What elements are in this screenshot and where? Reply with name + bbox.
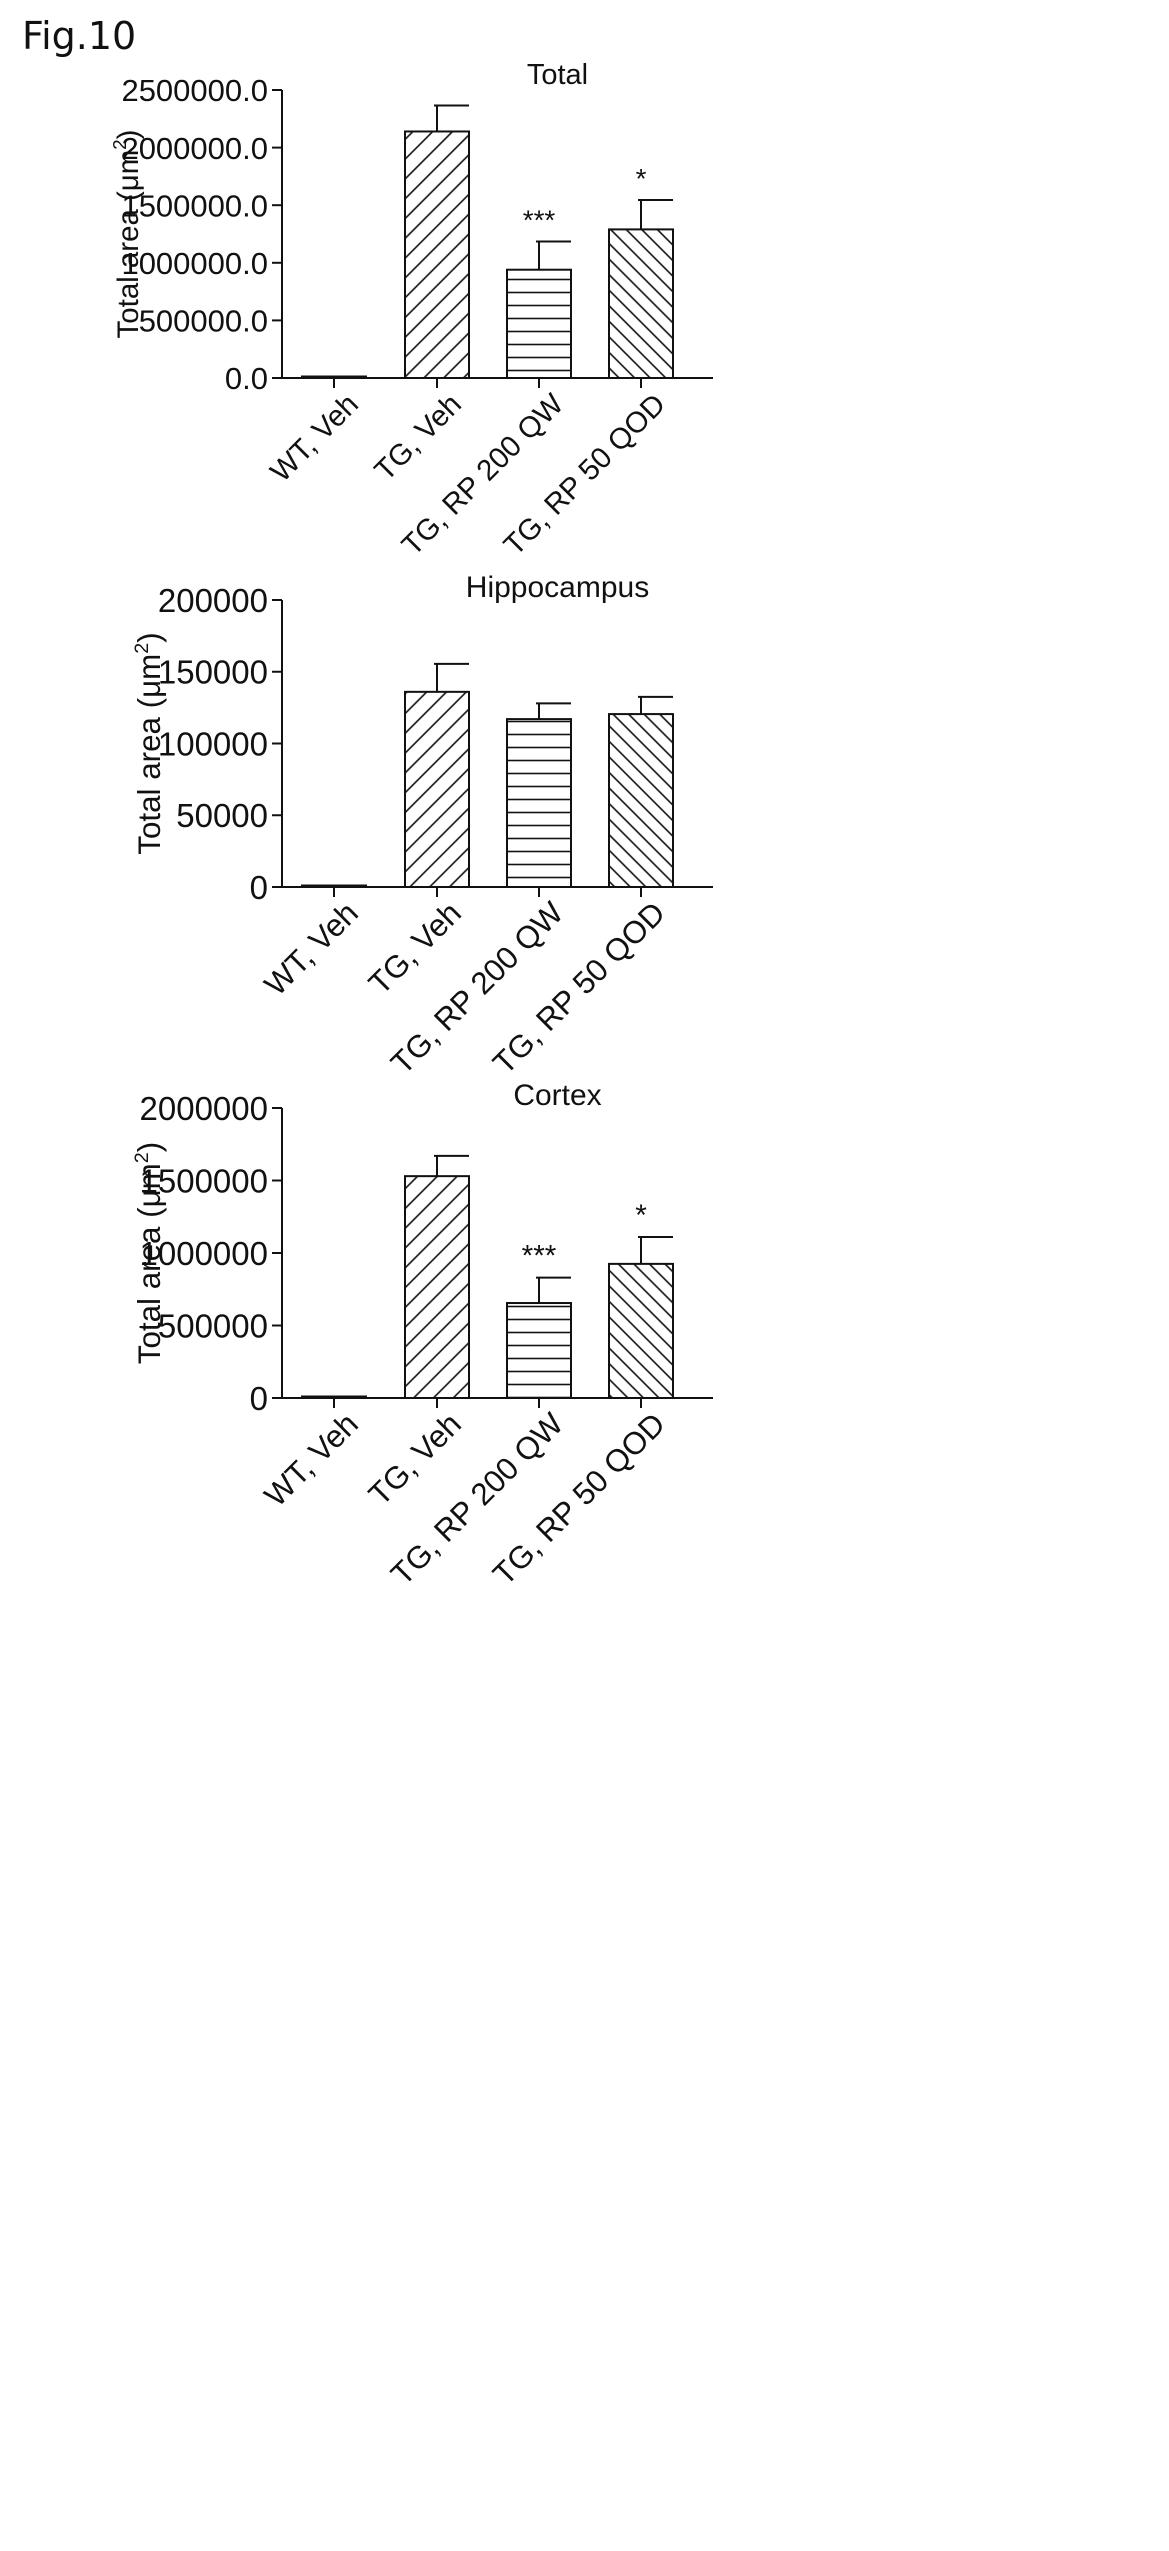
significance-label: * — [636, 163, 647, 194]
bar — [507, 270, 571, 378]
y-tick-label: 0.0 — [225, 361, 268, 396]
chart-title: Hippocampus — [466, 571, 649, 604]
x-tick-label: TG, RP 200 QW — [384, 1406, 570, 1592]
chart-1: Total0.0500000.01000000.01500000.0200000… — [109, 59, 713, 562]
bar — [609, 1264, 673, 1398]
y-axis-label: Total area (μm2) — [131, 632, 167, 854]
significance-label: *** — [523, 204, 556, 235]
y-axis-label-main: Total area (μm — [112, 150, 145, 339]
chart-3: Cortex0500000100000015000002000000Total … — [131, 1079, 713, 1592]
y-axis-label-sup: 2 — [131, 643, 153, 654]
significance-label: *** — [522, 1240, 557, 1273]
y-tick-label: 500000.0 — [139, 304, 268, 339]
y-axis-label-close: ) — [132, 632, 167, 642]
significance-label: * — [635, 1199, 647, 1232]
bar — [405, 131, 469, 378]
y-axis-label-close: ) — [132, 1142, 167, 1152]
x-tick-label: TG, Veh — [362, 1406, 468, 1512]
y-axis-label-sup: 2 — [109, 139, 130, 149]
bar — [302, 886, 366, 888]
x-tick-label: TG, RP 200 QW — [384, 895, 570, 1081]
chart-title: Cortex — [513, 1079, 601, 1112]
y-axis-label-close: ) — [112, 130, 145, 140]
bar — [405, 692, 469, 887]
y-tick-label: 0 — [250, 1380, 268, 1417]
y-tick-label: 0 — [250, 869, 268, 906]
x-tick-label: WT, Veh — [258, 1406, 365, 1513]
y-axis-label-sup: 2 — [131, 1152, 153, 1163]
x-tick-label: TG, Veh — [368, 388, 468, 488]
bar — [405, 1176, 469, 1398]
y-tick-label: 150000 — [158, 654, 268, 691]
bar — [302, 1397, 366, 1399]
y-tick-label: 200000 — [158, 582, 268, 619]
x-tick-label: TG, RP 50 QOD — [486, 895, 672, 1081]
x-tick-label: TG, RP 50 QOD — [486, 1406, 672, 1592]
bar — [609, 229, 673, 378]
bar — [609, 714, 673, 887]
y-axis-label-main: Total area (μm — [132, 654, 167, 855]
y-axis-label-main: Total area (μm — [132, 1163, 167, 1364]
x-tick-label: TG, Veh — [362, 895, 468, 1001]
y-tick-label: 2500000.0 — [121, 73, 268, 108]
bar — [507, 719, 571, 887]
y-tick-label: 50000 — [176, 797, 268, 834]
y-axis-label: Total area (μm2) — [131, 1142, 167, 1364]
y-tick-label: 500000 — [158, 1307, 268, 1344]
y-tick-label: 2000000 — [140, 1090, 268, 1127]
y-axis-label: Total area (μm2) — [109, 130, 145, 339]
chart-title: Total — [527, 59, 588, 91]
bar — [302, 377, 366, 379]
x-tick-label: WT, Veh — [264, 388, 365, 489]
x-tick-label: WT, Veh — [258, 895, 365, 1002]
bar — [507, 1303, 571, 1398]
y-tick-label: 100000 — [158, 725, 268, 762]
chart-2: Hippocampus 0 50000 100000 150000 200000 Total… — [131, 571, 713, 1081]
